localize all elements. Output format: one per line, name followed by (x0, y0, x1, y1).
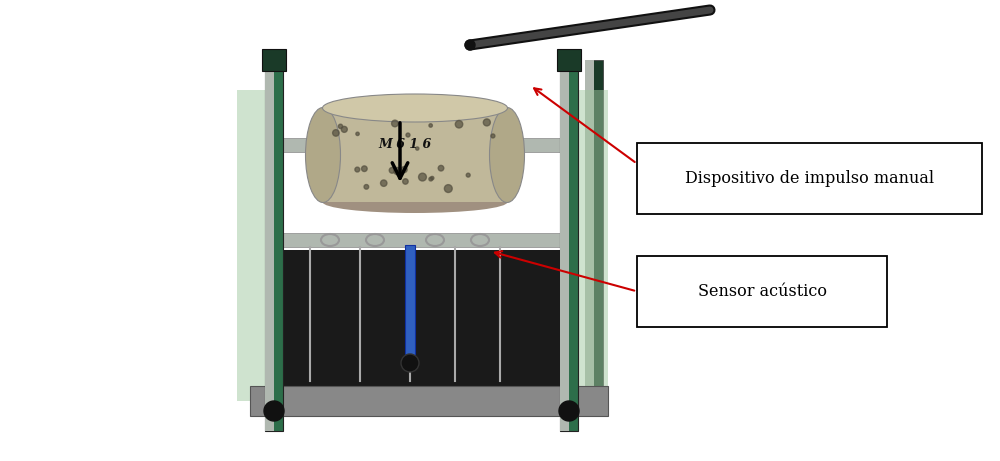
Circle shape (455, 120, 463, 128)
Bar (585, 60, 594, 391)
Circle shape (483, 119, 490, 126)
Bar (283, 138, 560, 152)
FancyBboxPatch shape (637, 256, 887, 327)
Bar (323, 107, 508, 202)
Bar (262, 49, 286, 71)
Bar (265, 60, 274, 431)
Circle shape (264, 401, 284, 421)
Circle shape (392, 120, 398, 127)
Text: M 6 1 6: M 6 1 6 (378, 138, 432, 152)
Circle shape (381, 180, 387, 186)
Text: Dispositivo de impulso manual: Dispositivo de impulso manual (685, 170, 934, 187)
Circle shape (416, 147, 419, 150)
Bar (237, 90, 265, 401)
Circle shape (431, 177, 434, 180)
Bar (557, 49, 581, 71)
Circle shape (389, 167, 395, 173)
Circle shape (364, 184, 369, 189)
Circle shape (406, 133, 410, 137)
Bar (275, 250, 565, 386)
Circle shape (429, 177, 433, 181)
Circle shape (429, 124, 432, 127)
FancyBboxPatch shape (637, 143, 982, 214)
Bar (265, 60, 283, 431)
Circle shape (356, 132, 359, 136)
Ellipse shape (306, 107, 340, 202)
Ellipse shape (322, 94, 508, 122)
Circle shape (444, 185, 452, 193)
Bar (560, 60, 569, 431)
Circle shape (401, 166, 407, 172)
Circle shape (394, 167, 401, 175)
Bar (283, 233, 560, 247)
Bar (560, 60, 578, 431)
Bar (405, 245, 415, 358)
Circle shape (362, 166, 367, 171)
Circle shape (333, 130, 339, 136)
Bar (578, 90, 608, 401)
Circle shape (341, 126, 347, 132)
Bar (250, 386, 608, 416)
Ellipse shape (322, 191, 508, 213)
Ellipse shape (490, 107, 524, 202)
Circle shape (338, 124, 343, 129)
Circle shape (559, 401, 579, 421)
Circle shape (465, 40, 475, 50)
Circle shape (401, 354, 419, 372)
Circle shape (438, 165, 444, 171)
Text: Sensor acústico: Sensor acústico (698, 283, 826, 300)
Circle shape (491, 134, 495, 138)
Circle shape (419, 173, 426, 181)
Circle shape (466, 173, 470, 177)
Circle shape (403, 179, 408, 184)
Bar (585, 60, 603, 391)
Circle shape (355, 167, 360, 172)
